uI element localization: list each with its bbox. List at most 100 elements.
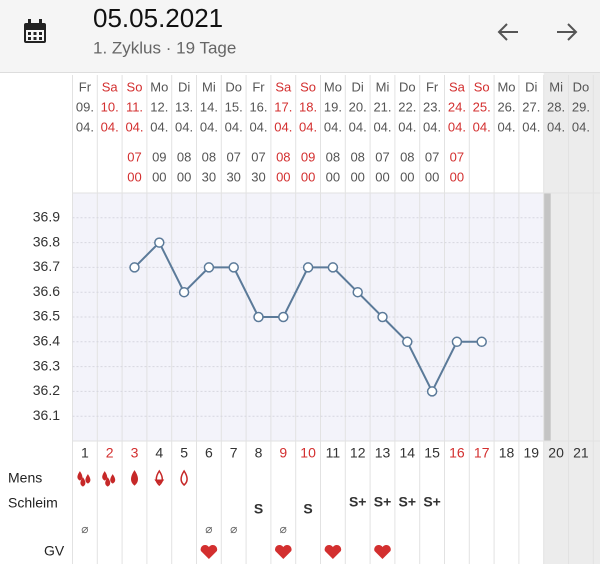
day: 27. <box>522 99 540 114</box>
row-label: Mens <box>8 470 42 486</box>
weekday: So <box>300 79 316 94</box>
cycle-day: 17 <box>474 445 490 461</box>
minute: 00 <box>400 169 414 184</box>
y-tick-label: 36.7 <box>33 258 60 274</box>
y-tick-label: 36.4 <box>33 333 60 349</box>
month: 04. <box>373 119 391 134</box>
minute: 30 <box>226 169 240 184</box>
day: 28. <box>547 99 565 114</box>
y-tick-label: 36.8 <box>33 233 60 249</box>
weekday: Do <box>573 79 590 94</box>
temperature-point <box>403 337 412 346</box>
hour: 07 <box>450 149 464 164</box>
minute: 00 <box>350 169 364 184</box>
schleim: ⌀ <box>230 522 237 536</box>
month: 04. <box>522 119 540 134</box>
hour: 07 <box>127 149 141 164</box>
month: 04. <box>448 119 466 134</box>
hour: 08 <box>276 149 290 164</box>
day: 17. <box>274 99 292 114</box>
month: 04. <box>125 119 143 134</box>
weekday: Mi <box>202 79 216 94</box>
minute: 00 <box>326 169 340 184</box>
month: 04. <box>473 119 491 134</box>
cycle-day: 8 <box>255 445 263 461</box>
minute: 00 <box>375 169 389 184</box>
weekday: Sa <box>275 79 292 94</box>
hour: 07 <box>251 149 265 164</box>
minute: 00 <box>152 169 166 184</box>
day: 16. <box>249 99 267 114</box>
cycle-day: 13 <box>375 445 391 461</box>
y-tick-label: 36.6 <box>33 283 60 299</box>
month: 04. <box>572 119 590 134</box>
y-tick-label: 36.2 <box>33 382 60 398</box>
weekday: Di <box>178 79 190 94</box>
month: 04. <box>299 119 317 134</box>
hour: 08 <box>177 149 191 164</box>
weekday: Mo <box>150 79 168 94</box>
month: 04. <box>398 119 416 134</box>
temperature-point <box>328 263 337 272</box>
day: 18. <box>299 99 317 114</box>
hour: 08 <box>326 149 340 164</box>
month: 04. <box>349 119 367 134</box>
cycle-day: 14 <box>400 445 416 461</box>
minute: 00 <box>301 169 315 184</box>
y-tick-label: 36.1 <box>33 407 60 423</box>
day: 25. <box>473 99 491 114</box>
cycle-day: 9 <box>279 445 287 461</box>
temperature-point <box>254 313 263 322</box>
schleim: S <box>254 501 263 517</box>
cycle-day: 15 <box>424 445 440 461</box>
schleim: S+ <box>423 494 441 510</box>
cycle-day: 10 <box>300 445 316 461</box>
cycle-day: 12 <box>350 445 366 461</box>
cycle-day: 3 <box>131 445 139 461</box>
month: 04. <box>150 119 168 134</box>
month: 04. <box>76 119 94 134</box>
weekday: Mi <box>549 79 563 94</box>
header-bar <box>0 0 600 72</box>
month: 04. <box>225 119 243 134</box>
temperature-point <box>428 387 437 396</box>
temperature-point <box>477 337 486 346</box>
temperature-point <box>155 238 164 247</box>
row-label: GV <box>44 543 65 559</box>
cycle-day: 21 <box>573 445 589 461</box>
temperature-point <box>130 263 139 272</box>
weekday: So <box>127 79 143 94</box>
temperature-point <box>452 337 461 346</box>
schleim: ⌀ <box>205 522 212 536</box>
schleim: S <box>303 501 312 517</box>
day: 12. <box>150 99 168 114</box>
schleim: S+ <box>374 494 392 510</box>
month: 04. <box>547 119 565 134</box>
day: 19. <box>324 99 342 114</box>
day: 14. <box>200 99 218 114</box>
subtitle: 1. Zyklus · 19 Tage <box>93 38 236 57</box>
hour: 07 <box>226 149 240 164</box>
minute: 00 <box>425 169 439 184</box>
schleim: S+ <box>349 494 367 510</box>
cycle-day: 16 <box>449 445 465 461</box>
cycle-day: 5 <box>180 445 188 461</box>
cycle-day: 20 <box>548 445 564 461</box>
month: 04. <box>274 119 292 134</box>
day: 20. <box>349 99 367 114</box>
month: 04. <box>497 119 515 134</box>
minute: 00 <box>276 169 290 184</box>
weekday: So <box>474 79 490 94</box>
month: 04. <box>249 119 267 134</box>
schleim: ⌀ <box>81 522 88 536</box>
temperature-point <box>304 263 313 272</box>
y-tick-label: 36.3 <box>33 357 60 373</box>
weekday: Do <box>225 79 242 94</box>
y-tick-label: 36.5 <box>33 308 60 324</box>
cycle-day: 18 <box>499 445 515 461</box>
y-tick-label: 36.9 <box>33 209 60 225</box>
cycle-day: 1 <box>81 445 89 461</box>
hour: 08 <box>350 149 364 164</box>
day: 24. <box>448 99 466 114</box>
